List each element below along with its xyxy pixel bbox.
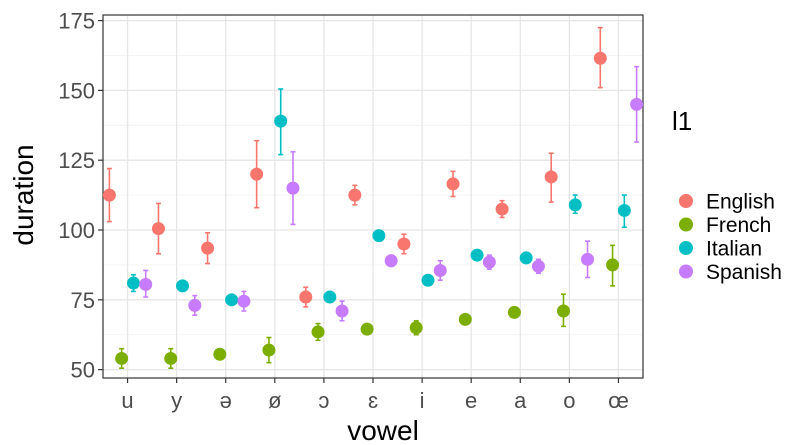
data-point bbox=[262, 343, 276, 357]
x-tick-label: ø bbox=[268, 388, 281, 413]
data-point bbox=[507, 305, 521, 319]
data-point bbox=[139, 277, 153, 291]
data-point bbox=[630, 97, 644, 111]
data-point bbox=[568, 198, 582, 212]
legend-label-spanish: Spanish bbox=[706, 261, 782, 284]
data-point bbox=[458, 312, 472, 326]
data-point bbox=[421, 273, 435, 287]
data-point bbox=[470, 248, 484, 262]
x-tick-label: y bbox=[171, 388, 182, 413]
data-layer bbox=[102, 26, 644, 370]
data-point bbox=[237, 294, 251, 308]
data-point bbox=[556, 304, 570, 318]
data-point bbox=[188, 298, 202, 312]
x-tick-label: ə bbox=[220, 388, 232, 413]
y-tick-label: 150 bbox=[58, 78, 95, 103]
data-point bbox=[593, 51, 607, 65]
data-point bbox=[201, 241, 215, 255]
data-point bbox=[606, 258, 620, 272]
data-point bbox=[102, 188, 116, 202]
data-point bbox=[311, 325, 325, 339]
x-tick-label: e bbox=[465, 388, 477, 413]
data-point bbox=[286, 181, 300, 195]
data-point bbox=[176, 279, 190, 293]
legend-label-english: English bbox=[706, 191, 775, 214]
legend-label-french: French bbox=[706, 214, 771, 237]
y-tick-label: 175 bbox=[58, 9, 95, 34]
y-tick-label: 125 bbox=[58, 148, 95, 173]
data-point bbox=[409, 321, 423, 335]
data-point bbox=[348, 188, 362, 202]
data-point bbox=[531, 259, 545, 273]
x-tick-label: œ bbox=[608, 388, 629, 413]
data-point bbox=[397, 237, 411, 251]
y-axis: 50 75 100 125 150 175 bbox=[58, 9, 103, 383]
data-point bbox=[225, 293, 239, 307]
data-point bbox=[274, 114, 288, 128]
y-tick-label: 50 bbox=[71, 358, 95, 383]
x-tick-label: i bbox=[420, 388, 425, 413]
legend-title: l1 bbox=[672, 106, 692, 136]
x-axis-title: vowel bbox=[347, 415, 419, 445]
data-point bbox=[151, 222, 165, 236]
legend-key-italian bbox=[679, 241, 693, 255]
data-point bbox=[299, 290, 313, 304]
data-point bbox=[213, 347, 227, 361]
data-point bbox=[384, 254, 398, 268]
data-point bbox=[544, 170, 558, 184]
legend-key-spanish bbox=[679, 264, 693, 279]
y-tick-label: 75 bbox=[71, 288, 95, 313]
x-tick-label: a bbox=[514, 388, 527, 413]
data-point bbox=[360, 322, 374, 336]
data-point bbox=[323, 290, 337, 304]
data-point bbox=[519, 251, 533, 265]
data-point bbox=[372, 229, 386, 243]
x-tick-label: o bbox=[563, 388, 575, 413]
data-point bbox=[115, 351, 129, 365]
x-tick-label: u bbox=[121, 388, 133, 413]
legend-label-italian: Italian bbox=[706, 238, 762, 261]
x-tick-label: ɛ bbox=[368, 388, 378, 413]
series-french bbox=[115, 244, 620, 370]
x-tick-label: ɔ bbox=[318, 388, 329, 413]
data-point bbox=[617, 203, 631, 217]
series-italian bbox=[126, 88, 631, 307]
data-point bbox=[164, 351, 178, 365]
data-point bbox=[433, 263, 447, 277]
data-point bbox=[446, 177, 460, 191]
data-point bbox=[495, 202, 509, 216]
data-point bbox=[126, 276, 140, 290]
plot-panel bbox=[102, 14, 644, 379]
y-tick-label: 100 bbox=[58, 218, 95, 243]
data-point bbox=[250, 167, 264, 181]
data-point bbox=[482, 255, 496, 269]
legend-key-french bbox=[679, 217, 693, 232]
series-spanish bbox=[139, 65, 644, 322]
data-point bbox=[335, 304, 349, 318]
data-point bbox=[581, 252, 595, 266]
legend-key-english bbox=[679, 194, 693, 208]
series-english bbox=[102, 26, 607, 308]
y-axis-title: duration bbox=[8, 144, 39, 245]
